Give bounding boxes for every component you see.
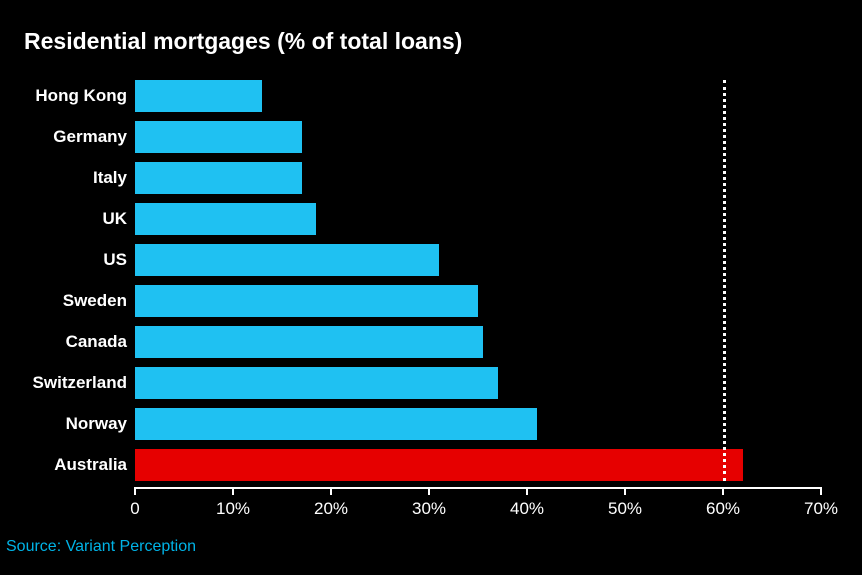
bar-label: Italy [93,168,127,188]
x-axis-tick-label: 20% [314,499,348,519]
bar-row: Hong Kong [135,80,821,112]
x-axis-tick [820,487,822,495]
x-axis-tick-label: 10% [216,499,250,519]
x-axis-tick-label: 50% [608,499,642,519]
bar-row: Germany [135,121,821,153]
bar-row: US [135,244,821,276]
bar-row: Sweden [135,285,821,317]
bar-label: US [103,250,127,270]
bar [135,285,478,317]
bar-label: Germany [53,127,127,147]
x-axis-tick [722,487,724,495]
x-axis-tick [232,487,234,495]
x-axis-tick-label: 60% [706,499,740,519]
bar-row: Switzerland [135,367,821,399]
x-axis-tick-label: 70% [804,499,838,519]
x-axis-tick [428,487,430,495]
bar [135,367,498,399]
bar [135,121,302,153]
bar [135,244,439,276]
bar [135,408,537,440]
x-axis-tick-label: 30% [412,499,446,519]
x-axis-tick [134,487,136,495]
bar-row: Italy [135,162,821,194]
bar-label: Switzerland [33,373,127,393]
bar-label: Norway [66,414,127,434]
bar [135,203,316,235]
bar [135,162,302,194]
chart-title: Residential mortgages (% of total loans) [24,28,462,55]
chart-container: Residential mortgages (% of total loans)… [0,0,862,575]
bar-row: Norway [135,408,821,440]
bar [135,449,743,481]
bar-label: Australia [54,455,127,475]
bar-label: UK [102,209,127,229]
x-axis-tick [526,487,528,495]
x-axis-tick-label: 0 [130,499,139,519]
bar [135,326,483,358]
x-axis-tick-label: 40% [510,499,544,519]
bar-label: Canada [66,332,127,352]
bar-label: Hong Kong [35,86,127,106]
bar-row: Canada [135,326,821,358]
reference-line [723,80,726,481]
plot-area: Hong Kong Germany Italy UK US Sweden Canada Swi… [135,80,821,490]
bar-row: Australia [135,449,821,481]
x-axis-tick [330,487,332,495]
bar-label: Sweden [63,291,127,311]
x-axis-tick [624,487,626,495]
x-axis-line [135,487,821,489]
bar-row: UK [135,203,821,235]
bar [135,80,262,112]
chart-source: Source: Variant Perception [6,538,196,556]
